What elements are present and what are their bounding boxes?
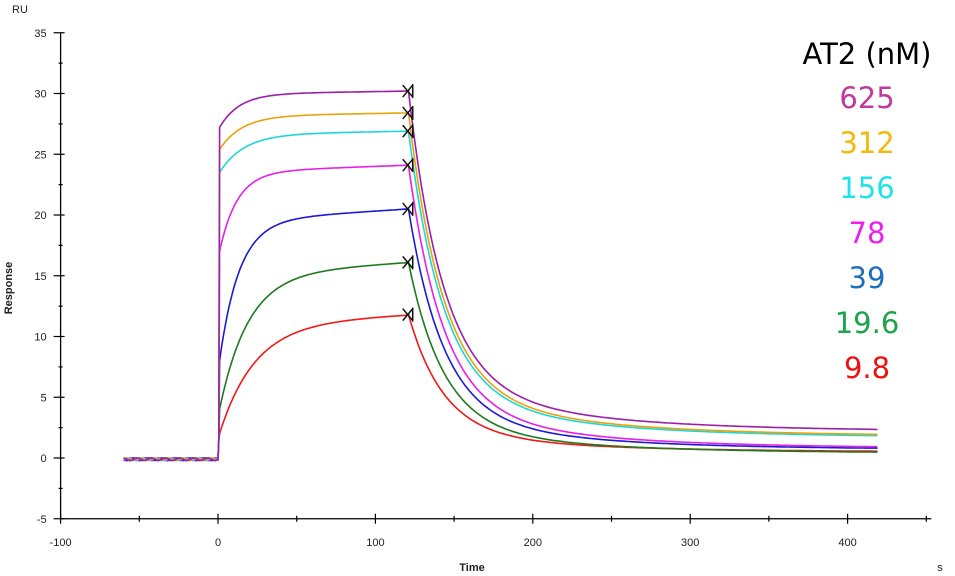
y-axis-title: Response	[3, 262, 15, 315]
x-tick-label: -100	[50, 537, 72, 549]
curve-625	[123, 90, 878, 462]
legend-item-78: 78	[848, 216, 886, 250]
bowtie-marker-icon	[402, 201, 414, 216]
bowtie-marker-icon	[402, 105, 414, 120]
curve-39	[123, 208, 878, 462]
curve-312	[123, 112, 878, 462]
x-tick-label: 200	[524, 537, 542, 549]
curve-156	[123, 130, 878, 462]
y-tick-label: 35	[34, 28, 46, 40]
legend-item-156: 156	[839, 171, 895, 205]
bowtie-marker-icon	[402, 84, 414, 99]
x-tick-label: 100	[366, 537, 384, 549]
bowtie-marker-icon	[402, 124, 414, 139]
bowtie-marker-icon	[402, 307, 414, 322]
y-tick-label: 25	[34, 149, 46, 161]
x-unit-label: s	[937, 562, 943, 574]
legend-item-39: 39	[848, 261, 886, 295]
legend-item-312: 312	[839, 126, 895, 160]
x-tick-label: 400	[838, 537, 856, 549]
y-tick-label: 0	[40, 453, 46, 465]
y-tick-label: -5	[37, 514, 47, 526]
association-end-markers	[402, 84, 414, 322]
x-tick-label: 0	[215, 537, 221, 549]
axes: -5 0 5 10 15 20 25 30 35 -100 0 100 200 300 400	[34, 28, 932, 549]
legend: AT2 (nM) 625 312 156 78 39 19.6 9.8	[770, 32, 950, 391]
legend-item-19-6: 19.6	[834, 306, 900, 340]
x-axis-title: Time	[459, 562, 484, 574]
legend-item-9-8: 9.8	[843, 351, 891, 385]
x-tick-label: 300	[681, 537, 699, 549]
legend-item-625: 625	[839, 81, 895, 115]
y-tick-label: 5	[40, 392, 46, 404]
curve-78	[123, 164, 878, 462]
legend-title: AT2 (nM)	[802, 37, 932, 71]
curve-9-8	[123, 313, 878, 462]
y-tick-label: 15	[34, 271, 46, 283]
y-tick-label: 30	[34, 89, 46, 101]
curves	[123, 90, 878, 462]
curve-19-6	[123, 261, 878, 462]
legend-items: 625 312 156 78 39 19.6 9.8	[770, 76, 950, 391]
bowtie-marker-icon	[402, 158, 414, 173]
y-unit-label: RU	[12, 4, 28, 16]
y-tick-label: 20	[34, 210, 46, 222]
bowtie-marker-icon	[402, 255, 414, 270]
y-tick-label: 10	[34, 332, 46, 344]
